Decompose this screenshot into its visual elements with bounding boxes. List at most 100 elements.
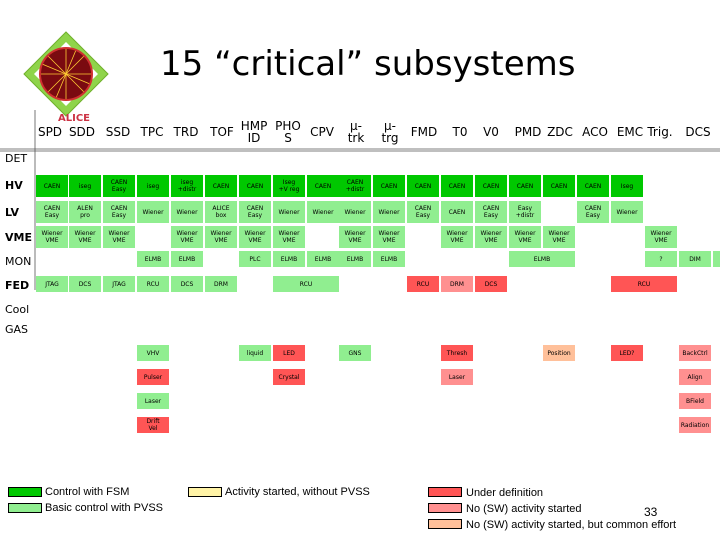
lv-cell: Wiener <box>307 201 339 223</box>
hv-cell: CAEN <box>239 175 271 197</box>
gas-cell: LED? <box>611 345 643 361</box>
column-header: HMP ID <box>240 119 268 145</box>
fed-cell: RCU <box>137 276 169 292</box>
lv-cell: CAEN Easy <box>239 201 271 223</box>
legend-swatch-nosw-common <box>428 519 462 529</box>
legend-swatch-undef <box>428 487 462 497</box>
mon-cell: ELMB <box>171 251 203 267</box>
legend-undef: Under definition <box>466 487 544 499</box>
column-header: SSD <box>105 125 131 139</box>
mon-cell: ? <box>645 251 677 267</box>
fed-cell: DCS <box>69 276 101 292</box>
column-header: SDD <box>68 125 96 139</box>
column-header: DCS <box>685 125 711 139</box>
hv-cell: Iseg +V reg <box>273 175 305 197</box>
hv-cell: CAEN <box>307 175 339 197</box>
lv-cell: ALEN pro <box>69 201 101 223</box>
gas-cell: Pulser <box>137 369 169 385</box>
vme-cell: Wiener VME <box>509 226 541 248</box>
column-header: ACO <box>582 125 608 139</box>
gas-cell: Position <box>543 345 575 361</box>
hv-cell: iseg <box>137 175 169 197</box>
legend-activity: Activity started, without PVSS <box>225 486 370 498</box>
lv-cell: CAEN Easy <box>407 201 439 223</box>
hv-cell: CAEN <box>543 175 575 197</box>
hv-cell: CAEN <box>509 175 541 197</box>
hv-cell: CAEN <box>373 175 405 197</box>
gas-cell: GNS <box>339 345 371 361</box>
vme-cell: Wiener VME <box>543 226 575 248</box>
mon-cell: DIM <box>679 251 711 267</box>
column-header: ZDC <box>547 125 573 139</box>
gas-cell: Thresh <box>441 345 473 361</box>
column-header: FMD <box>410 125 438 139</box>
column-header: PHO S <box>275 119 301 145</box>
hv-cell: iseg +distr <box>171 175 203 197</box>
gas-cell: Radiation <box>679 417 711 433</box>
column-header: T0 <box>452 125 468 139</box>
legend-fsm: Control with FSM <box>45 486 130 498</box>
mon-cell: ELMB <box>339 251 371 267</box>
column-header: EMC <box>616 125 644 139</box>
vme-cell: Wiener VME <box>69 226 101 248</box>
column-header: Trig. <box>647 125 673 139</box>
vme-cell: Wiener VME <box>205 226 237 248</box>
lv-cell: CAEN Easy <box>577 201 609 223</box>
vme-cell: Wiener VME <box>339 226 371 248</box>
row-label-mon: MON <box>5 255 32 268</box>
vme-cell: Wiener VME <box>36 226 68 248</box>
hv-cell: CAEN <box>407 175 439 197</box>
hv-cell: CAEN +distr <box>339 175 371 197</box>
column-header: TRD <box>173 125 199 139</box>
column-header: SPD <box>37 125 63 139</box>
gas-cell: LED <box>273 345 305 361</box>
vme-cell: Wiener VME <box>273 226 305 248</box>
lv-cell: ALICE box <box>205 201 237 223</box>
gas-cell: BackCtrl <box>679 345 711 361</box>
row-label-det: DET <box>5 152 28 165</box>
gas-cell: VHV <box>137 345 169 361</box>
column-header: TOF <box>210 125 234 139</box>
vme-cell: Wiener VME <box>239 226 271 248</box>
row-label-vme: VME <box>5 231 32 244</box>
alice-logo: ALICE <box>22 30 110 124</box>
lv-cell: Wiener <box>339 201 371 223</box>
row-label-hv: HV <box>5 179 23 192</box>
gas-cell: Laser <box>137 393 169 409</box>
hv-cell: iseg <box>69 175 101 197</box>
fed-cell: RCU <box>407 276 439 292</box>
lv-cell: Wiener <box>137 201 169 223</box>
hv-cell: CAEN <box>205 175 237 197</box>
mon-cell: ELMB <box>713 251 720 267</box>
column-header: μ- trk <box>347 119 365 145</box>
row-label-fed: FED <box>5 279 30 292</box>
lv-cell: CAEN Easy <box>36 201 68 223</box>
mon-cell: PLC <box>239 251 271 267</box>
legend-swatch-activity <box>188 487 222 497</box>
fed-cell: DRM <box>441 276 473 292</box>
lv-cell: Easy +distr <box>509 201 541 223</box>
hv-cell: CAEN <box>475 175 507 197</box>
lv-cell: Wiener <box>373 201 405 223</box>
column-header: μ- trg <box>381 119 399 145</box>
lv-cell: Wiener <box>273 201 305 223</box>
column-header: PMD <box>514 125 542 139</box>
fed-cell: RCU <box>273 276 339 292</box>
legend-pvss: Basic control with PVSS <box>45 502 163 514</box>
fed-cell: JTAG <box>103 276 135 292</box>
gas-cell: Drift Vel <box>137 417 169 433</box>
hv-cell: CAEN <box>36 175 68 197</box>
legend-nosw-common: No (SW) activity started, but common eff… <box>466 519 677 531</box>
lv-cell: Wiener <box>171 201 203 223</box>
legend-swatch-nosw <box>428 503 462 513</box>
legend-swatch-fsm <box>8 487 42 497</box>
fed-cell: DCS <box>475 276 507 292</box>
fed-cell: DCS <box>171 276 203 292</box>
mon-cell: ELMB <box>373 251 405 267</box>
logo-text: ALICE <box>58 113 90 122</box>
column-header: V0 <box>483 125 499 139</box>
vme-cell: Wiener VME <box>645 226 677 248</box>
mon-cell: ELMB <box>509 251 575 267</box>
legend-nosw: No (SW) activity started <box>466 503 582 515</box>
vme-cell: Wiener VME <box>441 226 473 248</box>
